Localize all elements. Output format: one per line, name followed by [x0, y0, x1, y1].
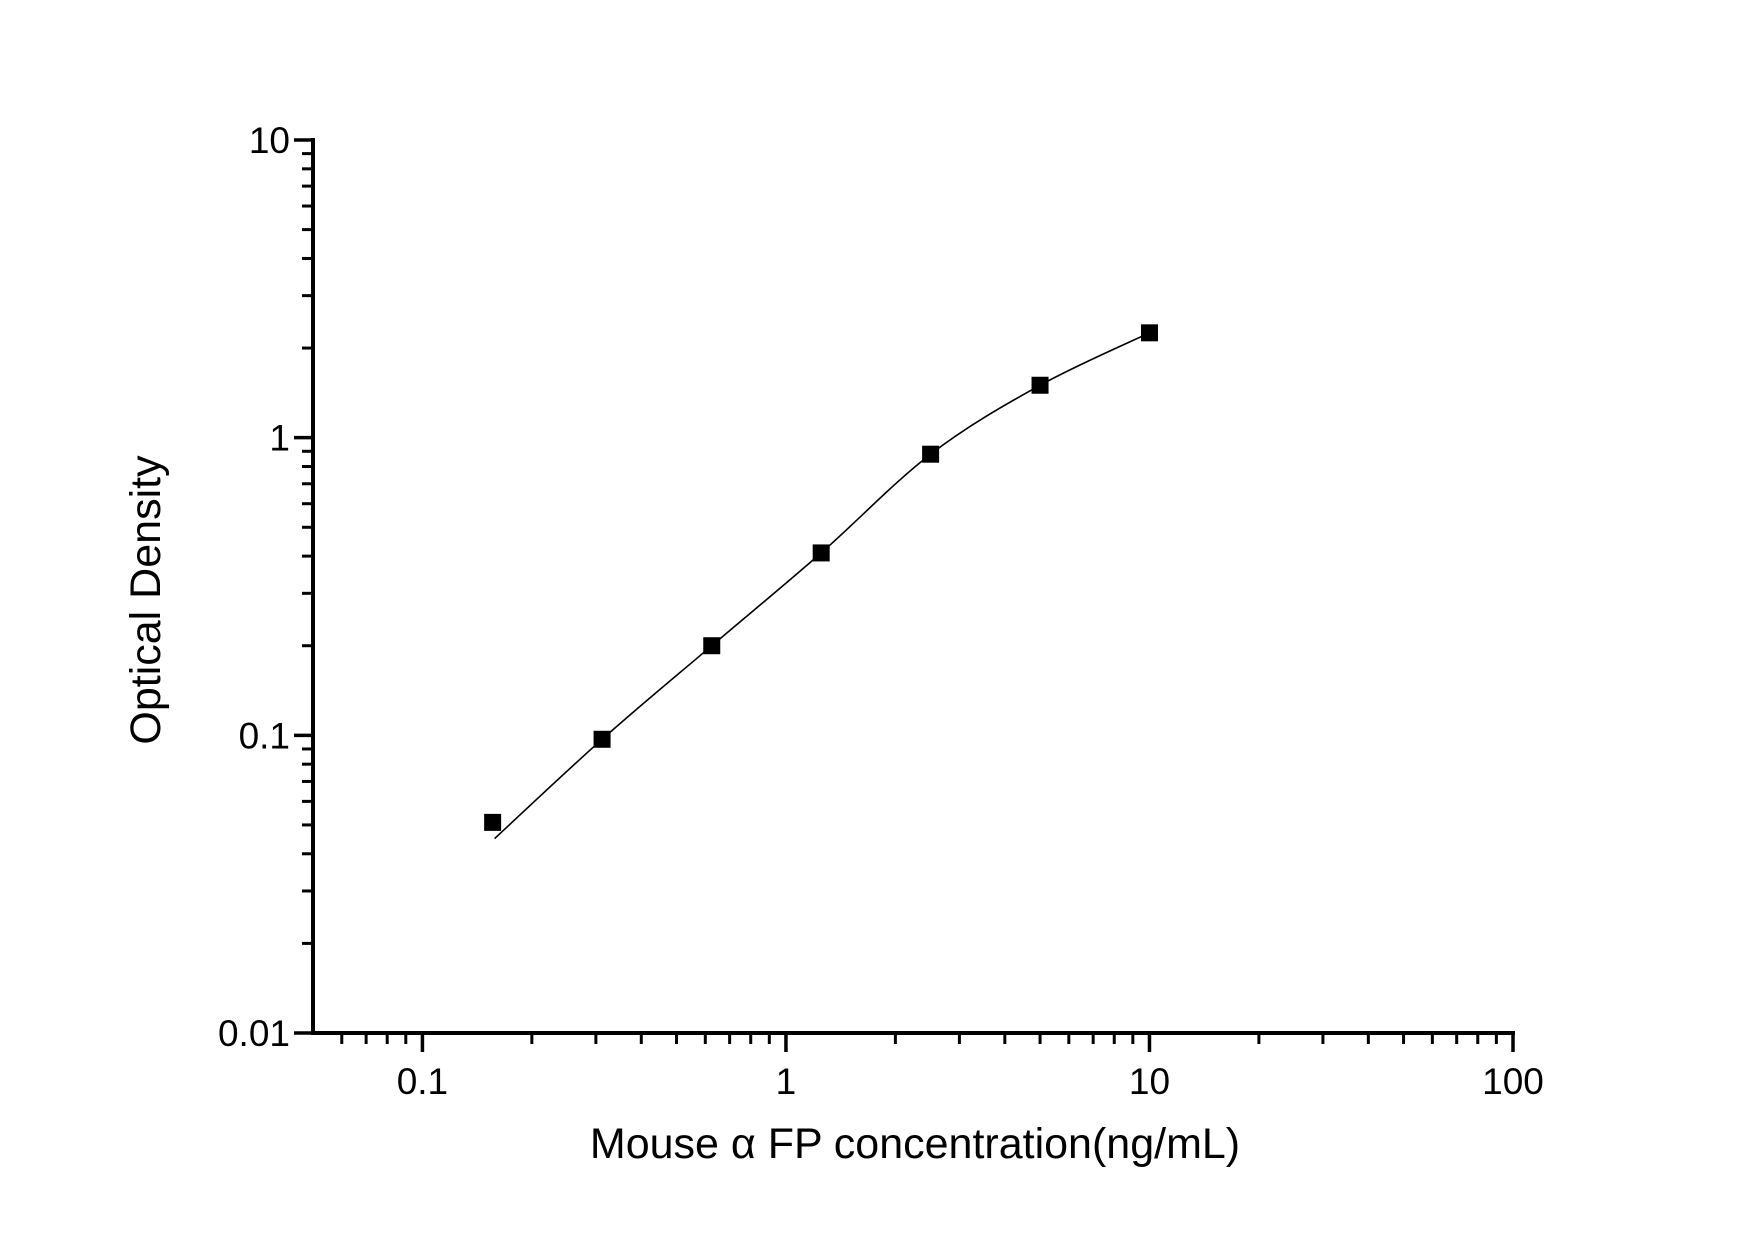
- y-tick-label: 0.1: [239, 715, 290, 756]
- x-tick-label: 1: [776, 1061, 797, 1102]
- y-tick-label: 10: [249, 120, 290, 161]
- x-axis-title: Mouse α FP concentration(ng/mL): [590, 1120, 1240, 1168]
- data-point-marker: [1140, 324, 1158, 342]
- data-point-marker: [703, 637, 721, 655]
- x-tick-label: 0.1: [397, 1061, 448, 1102]
- y-axis-title: Optical Density: [122, 455, 170, 745]
- data-point-marker: [484, 813, 502, 831]
- standard-curve-line: [494, 332, 1150, 840]
- data-point-marker: [922, 445, 940, 463]
- data-point-marker: [1031, 376, 1049, 394]
- chart-generated-layer: 0.1 1 10 100 10 1 0.1 0.01: [218, 120, 1544, 1102]
- data-point-marker: [812, 544, 830, 562]
- data-point-marker: [593, 730, 611, 748]
- y-tick-label: 0.01: [218, 1013, 290, 1054]
- x-tick-label: 10: [1129, 1061, 1170, 1102]
- x-tick-label: 100: [1482, 1061, 1544, 1102]
- y-tick-label: 1: [269, 418, 290, 459]
